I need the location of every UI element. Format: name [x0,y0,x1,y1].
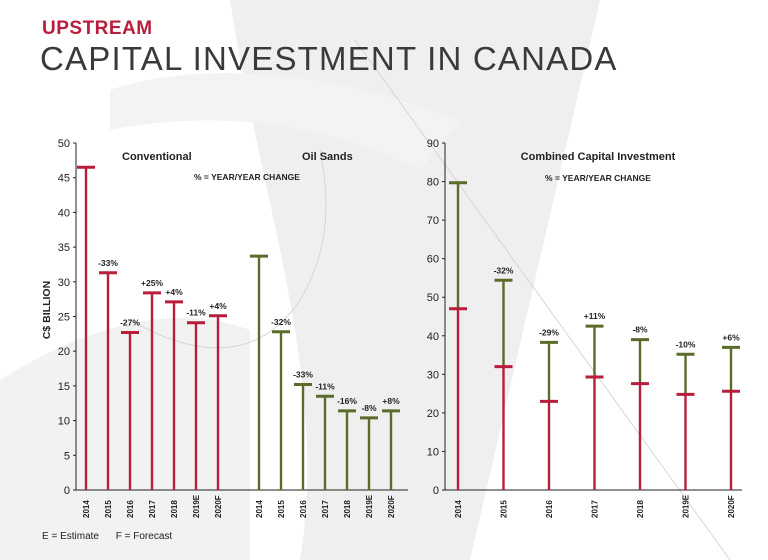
right-y-tick-label: 30 [427,369,439,381]
x-tick-label: 2016 [126,500,135,518]
left-ylabel: C$ BILLION [41,281,53,339]
x-tick-label: 2017 [321,500,330,518]
left-y-tick-label: 35 [58,242,70,254]
left-y-tick-label: 5 [64,450,70,462]
x-tick-label: 2015 [500,500,509,518]
background-thin-line [129,149,327,349]
x-tick-label: 2014 [255,500,264,518]
background-thin-line [354,39,731,560]
x-tick-label: 2014 [454,500,463,518]
left-chart-axis: 0 5 10 15 20 25 30 35 40 45 50 [58,138,408,497]
left-y-tick-label: 30 [58,277,70,289]
header-kicker: UPSTREAM [42,18,153,39]
right-y-tick-label: 40 [427,331,439,343]
left-y-tick-label: 0 [64,485,70,497]
data-label: -33% [98,258,118,268]
data-label: -10% [676,339,696,349]
x-tick-label: 2020F [727,495,736,518]
data-label: +8% [382,396,400,406]
x-tick-label: 2019E [365,494,374,518]
data-label: -16% [337,396,357,406]
left-note: % = YEAR/YEAR CHANGE [194,172,300,182]
right-y-tick-label: 60 [427,254,439,266]
group-title-conventional: Conventional [122,151,192,163]
data-label: -11% [186,308,206,318]
x-tick-label: 2015 [277,500,286,518]
x-tick-label: 2019E [682,494,691,518]
footnote-estimate: E = Estimate [42,531,99,542]
x-tick-label: 2014 [82,500,91,518]
right-y-tick-label: 0 [433,485,439,497]
footnote: E = Estimate F = Forecast [42,531,172,542]
x-tick-label: 2018 [170,500,179,518]
x-tick-label: 2017 [591,500,600,518]
right-y-tick-label: 70 [427,215,439,227]
right-y-tick-label: 50 [427,292,439,304]
data-label: -27% [120,317,140,327]
x-tick-label: 2018 [636,500,645,518]
right-y-tick-label: 10 [427,446,439,458]
left-y-tick-label: 10 [58,416,70,428]
footnote-forecast: F = Forecast [115,531,173,542]
left-y-tick-label: 20 [58,346,70,358]
right-chart-marks: 2014 -32% 2015 -29% 2016 +11% 2017 -8% 2018 -10% 2… [449,181,740,518]
right-y-tick-label: 80 [427,177,439,189]
right-y-tick-label: 90 [427,138,439,150]
x-tick-label: 2020F [387,495,396,518]
data-label: +11% [584,311,606,321]
data-label: +25% [141,278,163,288]
group-title-oil-sands: Oil Sands [302,151,353,163]
data-label: -11% [315,381,335,391]
right-note: % = YEAR/YEAR CHANGE [545,173,651,183]
data-label: +4% [165,287,183,297]
x-tick-label: 2017 [148,500,157,518]
background-swoosh-shape [230,0,600,560]
data-label: -32% [271,317,291,327]
left-y-tick-label: 50 [58,138,70,150]
x-tick-label: 2016 [545,500,554,518]
data-label: +4% [209,301,227,311]
left-y-tick-label: 40 [58,207,70,219]
x-tick-label: 2018 [343,500,352,518]
data-label: +6% [722,332,740,342]
data-label: -29% [539,327,559,337]
left-y-tick-label: 15 [58,381,70,393]
data-label: -8% [361,403,377,413]
right-y-tick-label: 20 [427,408,439,420]
x-tick-label: 2019E [192,494,201,518]
background-swoosh-shape [0,318,250,560]
left-y-tick-label: 45 [58,173,70,185]
page-title: CAPITAL INVESTMENT IN CANADA [40,40,618,77]
x-tick-label: 2016 [299,500,308,518]
data-label: -32% [494,265,514,275]
left-chart-marks: 2014 -33% 2015 -27% 2016 +25% 2017 +4% 2018 -11% 2… [77,165,400,518]
x-tick-label: 2020F [214,495,223,518]
left-y-tick-label: 25 [58,312,70,324]
data-label: -8% [632,325,648,335]
right-chart-title: Combined Capital Investment [521,151,676,163]
x-tick-label: 2015 [104,500,113,518]
background-swoosh-shape [110,73,460,170]
data-label: -33% [293,370,313,380]
